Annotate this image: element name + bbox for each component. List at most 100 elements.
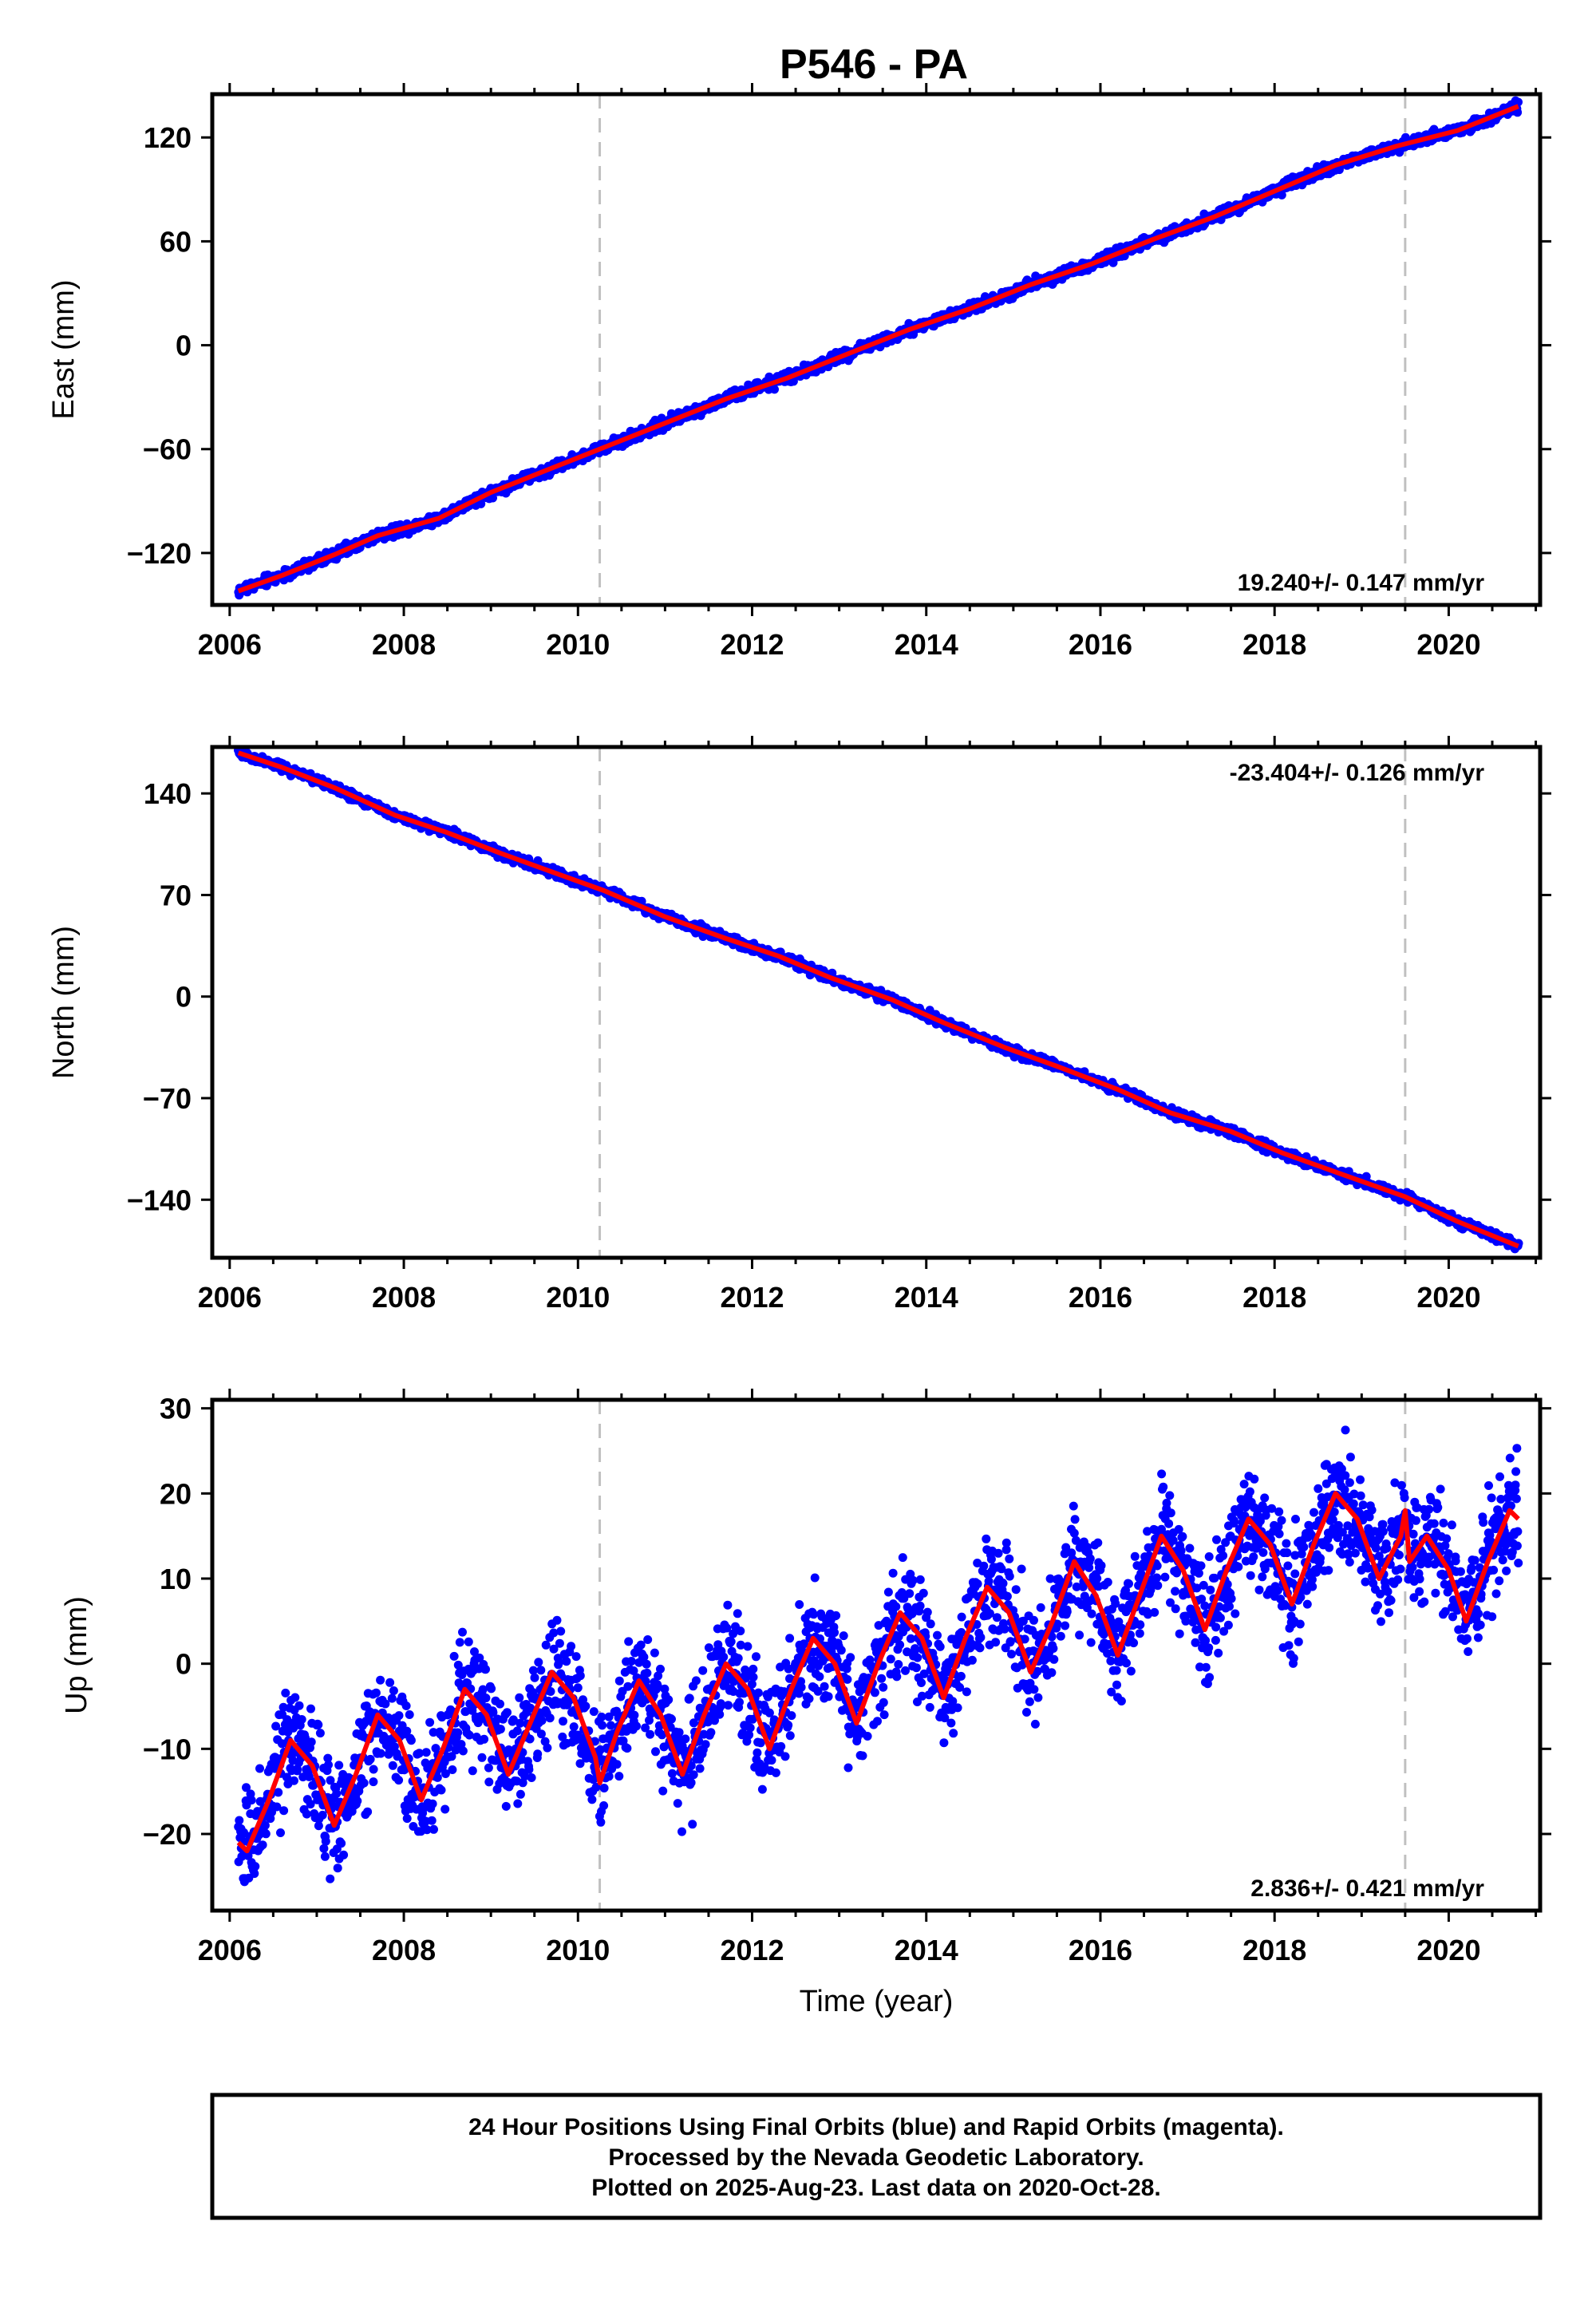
observation-point bbox=[512, 1726, 522, 1736]
observation-point bbox=[477, 1753, 487, 1762]
observation-point bbox=[520, 1772, 530, 1781]
y-axis-label: North (mm) bbox=[47, 926, 81, 1079]
y-tick-label: 70 bbox=[160, 879, 192, 911]
observation-point bbox=[537, 1716, 547, 1725]
observation-point bbox=[501, 1801, 511, 1811]
observation-point bbox=[334, 1761, 344, 1770]
observation-point bbox=[323, 1753, 333, 1763]
observation-point bbox=[405, 1710, 414, 1719]
plot-content bbox=[234, 94, 1523, 605]
observation-point bbox=[425, 1717, 435, 1727]
panel-north: 2006 2008 2010 2012 2014 2016 2018 2020−140−700… bbox=[47, 736, 1551, 1314]
observation-point bbox=[304, 1772, 314, 1781]
observation-point bbox=[488, 493, 497, 503]
observation-point bbox=[599, 1784, 609, 1792]
observation-point bbox=[599, 1801, 609, 1810]
plot-frame bbox=[210, 745, 1543, 1260]
y-tick-label: −60 bbox=[143, 433, 192, 466]
observation-point bbox=[481, 1694, 491, 1703]
observation-point bbox=[369, 1777, 378, 1787]
observation-point bbox=[573, 1683, 583, 1693]
velocity-label: 19.240+/- 0.147 mm/yr bbox=[1238, 570, 1485, 596]
observation-point bbox=[481, 1665, 490, 1674]
observation-point bbox=[353, 1796, 362, 1806]
observation-point bbox=[251, 1862, 260, 1871]
observation-point bbox=[261, 1829, 271, 1839]
observation-point bbox=[562, 1657, 571, 1666]
observation-point bbox=[1514, 97, 1523, 107]
observation-point bbox=[528, 1666, 538, 1675]
observation-point bbox=[279, 1806, 289, 1816]
observation-point bbox=[277, 1739, 286, 1749]
observation-point bbox=[314, 1821, 323, 1831]
y-tick-label: 120 bbox=[144, 121, 192, 154]
observation-point bbox=[389, 1686, 398, 1695]
observation-point bbox=[770, 385, 779, 394]
observation-point bbox=[614, 1676, 624, 1686]
observation-point bbox=[484, 1763, 493, 1773]
observation-point bbox=[440, 1769, 450, 1778]
observation-point bbox=[526, 1703, 535, 1713]
observation-point bbox=[453, 1660, 463, 1670]
observation-point bbox=[271, 1721, 281, 1731]
observation-point bbox=[525, 1734, 535, 1744]
observation-point bbox=[552, 1615, 562, 1625]
observation-point bbox=[315, 1729, 325, 1738]
observation-point bbox=[496, 1725, 505, 1734]
observation-point bbox=[478, 1685, 488, 1694]
observation-point bbox=[488, 1708, 498, 1717]
observation-point bbox=[388, 1761, 397, 1770]
observation-point bbox=[556, 1626, 566, 1636]
observation-point bbox=[428, 1799, 437, 1808]
observation-point bbox=[533, 1749, 543, 1759]
y-tick-label: −70 bbox=[143, 1082, 192, 1115]
observation-point bbox=[575, 1759, 585, 1769]
observation-point bbox=[421, 1748, 431, 1757]
plot-content bbox=[234, 1400, 1523, 1911]
observation-point bbox=[369, 1765, 378, 1774]
observation-point bbox=[242, 1783, 251, 1792]
x-tick-label: 2018 bbox=[1242, 628, 1306, 661]
observation-point bbox=[402, 1814, 412, 1824]
panels: 2006 2008 2010 2012 2014 2016 2018 2020−120−600… bbox=[47, 83, 1551, 2018]
observation-point bbox=[365, 1754, 375, 1764]
observation-point bbox=[294, 1701, 304, 1710]
observation-point bbox=[332, 1789, 342, 1798]
observation-point bbox=[464, 1730, 474, 1740]
observation-point bbox=[433, 1773, 442, 1782]
observation-point bbox=[297, 1715, 306, 1724]
observation-point bbox=[314, 1720, 323, 1729]
observation-point bbox=[612, 1760, 622, 1769]
observation-point bbox=[363, 1807, 373, 1816]
x-tick-label: 2014 bbox=[895, 1281, 958, 1314]
panel-east: 2006 2008 2010 2012 2014 2016 2018 2020−120−600… bbox=[47, 83, 1551, 661]
observation-point bbox=[546, 1687, 555, 1696]
observation-point bbox=[448, 1765, 457, 1774]
observation-point bbox=[513, 1799, 523, 1808]
observation-point bbox=[326, 1776, 335, 1785]
x-tick-label: 2014 bbox=[895, 628, 958, 661]
observation-point bbox=[484, 1777, 494, 1787]
observation-point bbox=[318, 1810, 327, 1820]
observation-point bbox=[567, 1642, 576, 1651]
observation-point bbox=[455, 1638, 464, 1647]
observation-point bbox=[402, 1726, 412, 1736]
observation-point bbox=[1277, 190, 1286, 200]
x-tick-label: 2010 bbox=[546, 1281, 610, 1314]
observation-point bbox=[541, 1640, 551, 1650]
observation-point bbox=[598, 1721, 607, 1730]
observation-point bbox=[604, 1712, 614, 1721]
observation-point bbox=[333, 1863, 342, 1873]
y-tick-label: 0 bbox=[176, 981, 192, 1014]
model-line bbox=[237, 104, 1519, 594]
observation-point bbox=[475, 1653, 484, 1662]
observation-point bbox=[272, 1802, 282, 1812]
observation-point bbox=[306, 1704, 315, 1713]
observation-point bbox=[359, 1778, 369, 1788]
observation-point bbox=[573, 1730, 583, 1740]
observation-point bbox=[371, 1688, 381, 1697]
observation-point bbox=[255, 1796, 265, 1806]
y-tick-label: −120 bbox=[127, 537, 192, 570]
observation-point bbox=[326, 1874, 335, 1883]
observation-point bbox=[250, 1869, 259, 1879]
